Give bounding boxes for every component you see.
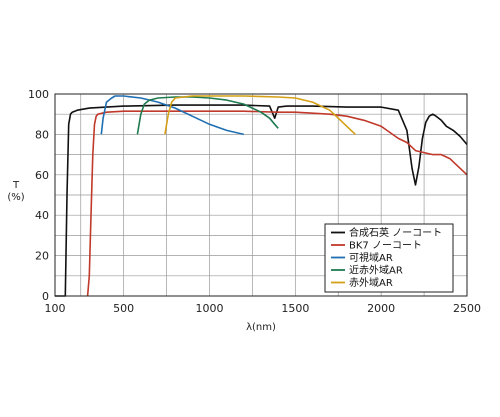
y-axis-label-part: T	[12, 180, 20, 191]
legend-label: 赤外域AR	[349, 276, 393, 289]
x-tick-label: 1500	[281, 302, 309, 315]
y-tick-label: 40	[35, 209, 49, 222]
grid-lines	[55, 94, 467, 296]
x-axis-label: λ(nm)	[246, 322, 276, 333]
series-line	[136, 96, 279, 135]
legend-label: 可視域AR	[349, 251, 393, 264]
legend-box	[324, 223, 454, 293]
series-line	[55, 104, 468, 297]
y-tick-label: 60	[35, 169, 49, 182]
y-tick-label: 80	[35, 128, 49, 141]
y-axis-label-part: (%)	[7, 192, 24, 203]
y-tick-label: 20	[35, 250, 49, 263]
legend-label: BK7 ノーコート	[349, 241, 422, 252]
legend-label: 合成石英 ノーコート	[349, 226, 442, 239]
plot-frame	[54, 93, 468, 297]
y-tick-label: 0	[42, 290, 49, 303]
x-tick-label: 500	[113, 302, 134, 315]
series-line	[86, 110, 468, 297]
series-line	[100, 95, 244, 136]
tick-labels: 100 500 1000 1500 2000 2500 0 20 40 60 80 100	[28, 88, 481, 315]
x-tick-label: 100	[45, 302, 66, 315]
x-tick-label: 1000	[196, 302, 224, 315]
x-tick-label: 2500	[453, 302, 481, 315]
y-axis-label: T (%)	[7, 180, 24, 203]
legend-label: 近赤外域AR	[349, 264, 403, 277]
x-tick-label: 2000	[367, 302, 395, 315]
series-line	[164, 95, 356, 135]
y-tick-label: 100	[28, 88, 49, 101]
series-lines	[55, 95, 468, 297]
